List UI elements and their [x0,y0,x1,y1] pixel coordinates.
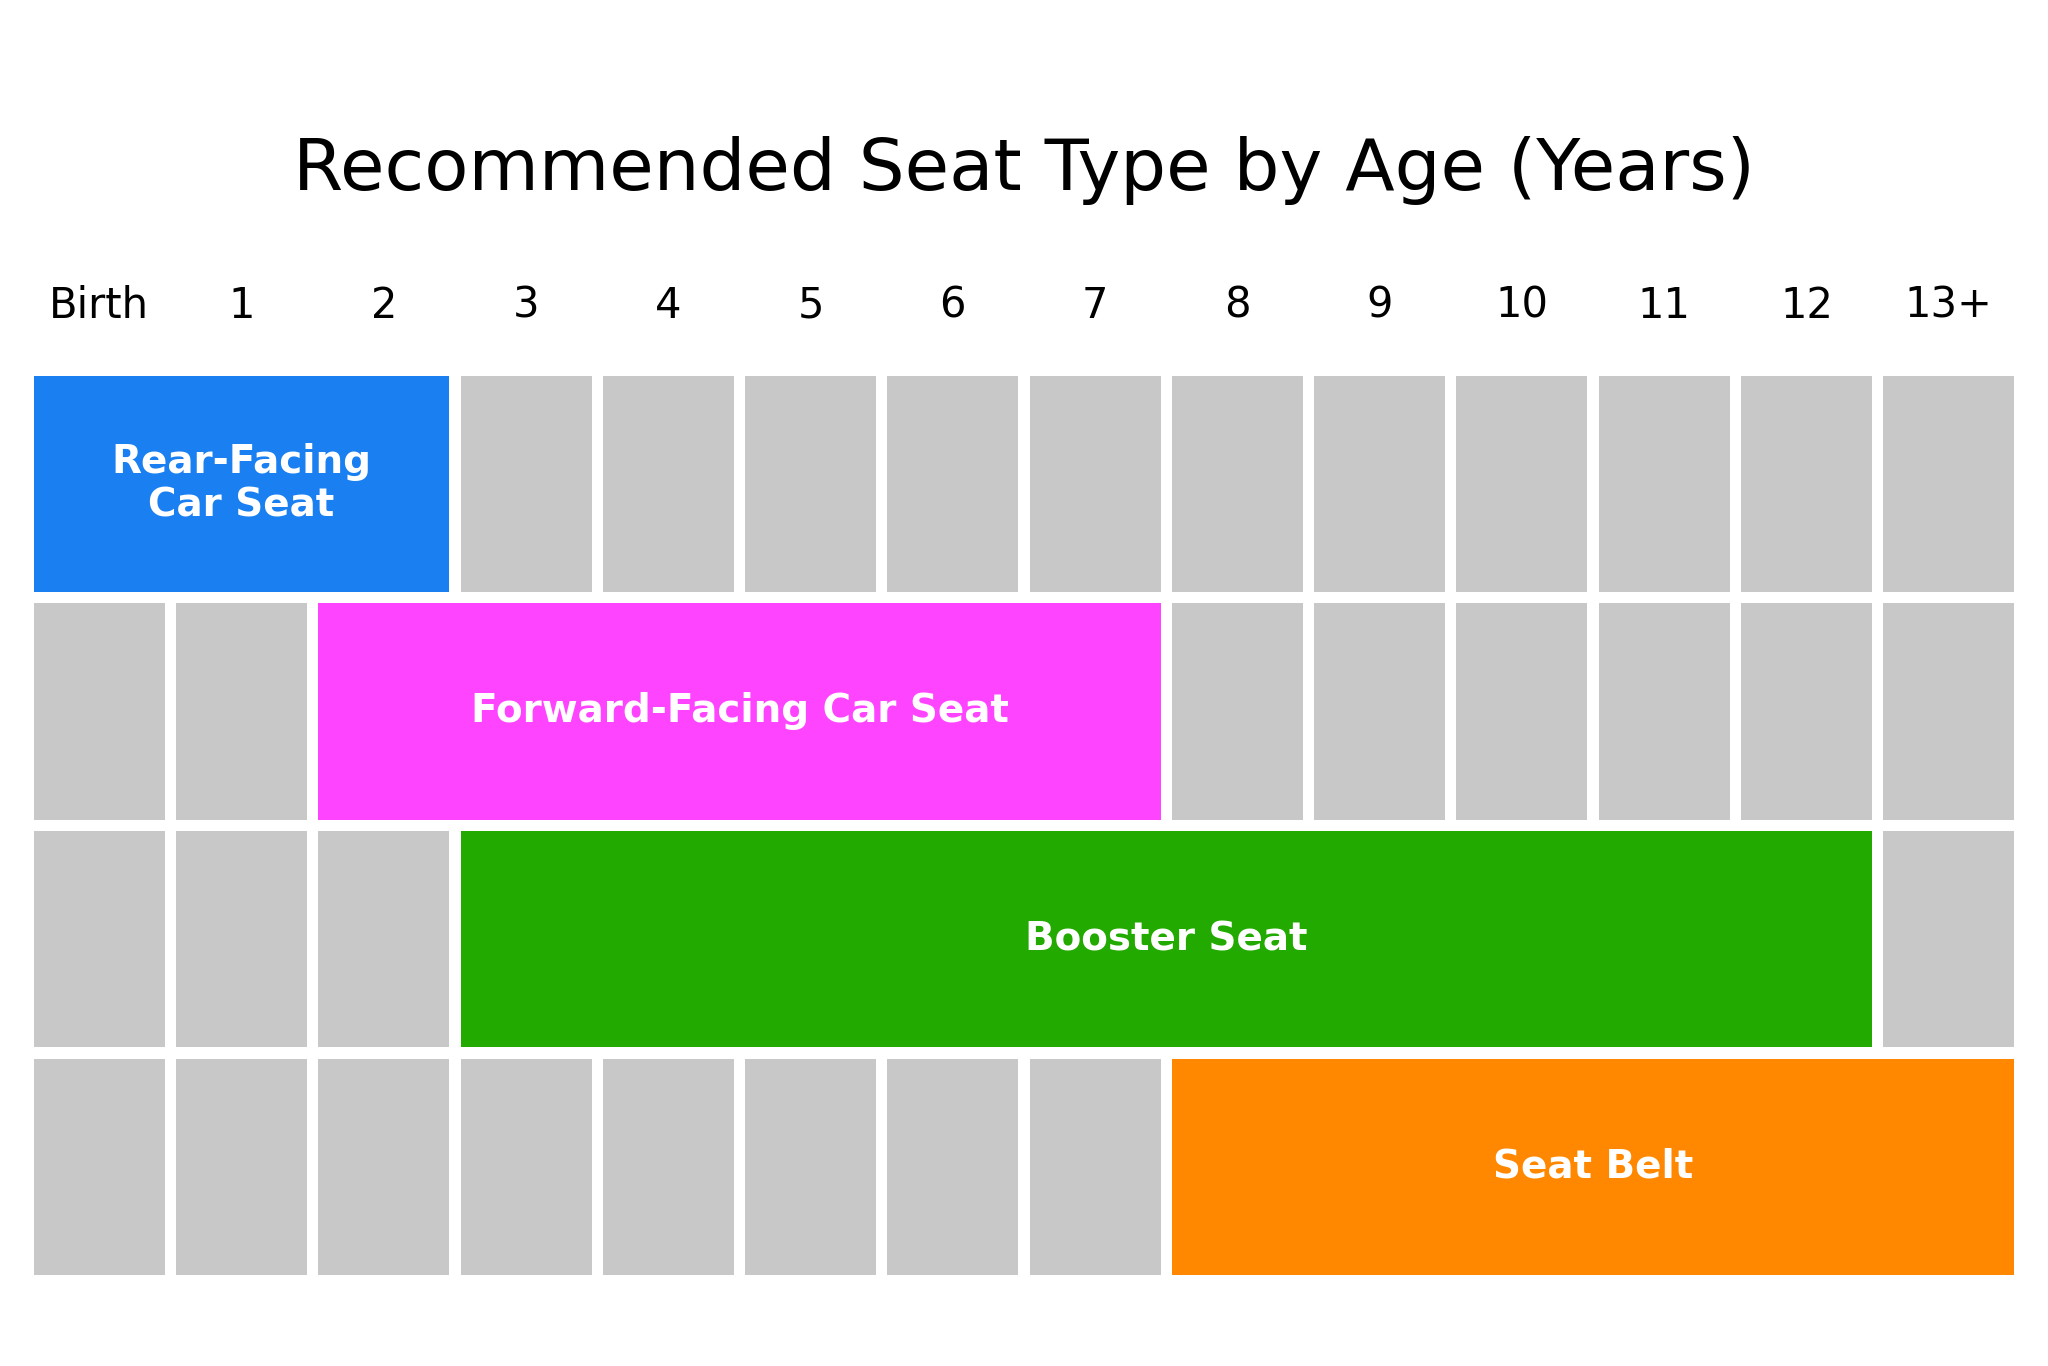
Bar [1599,376,1731,591]
Text: 4: 4 [655,285,682,326]
Bar [1171,1059,2013,1274]
Text: Forward-Facing Car Seat: Forward-Facing Car Seat [471,693,1008,731]
Bar [1171,604,1303,820]
Text: 8: 8 [1225,285,1251,326]
Text: Recommended Seat Type by Age (Years): Recommended Seat Type by Age (Years) [293,137,1755,205]
Bar [1456,376,1587,591]
Bar [461,1059,592,1274]
Bar [887,1059,1018,1274]
Bar [1315,604,1446,820]
Text: 2: 2 [371,285,397,326]
Bar [317,1059,449,1274]
Bar [1315,376,1446,591]
Bar [176,604,307,820]
Bar [35,1059,164,1274]
Text: 9: 9 [1366,285,1393,326]
Text: 6: 6 [940,285,967,326]
Text: 10: 10 [1495,285,1548,326]
Bar [317,604,1161,820]
Bar [1884,604,2013,820]
Bar [602,376,733,591]
Text: Rear-Facing
Car Seat: Rear-Facing Car Seat [111,443,371,525]
Bar [1884,376,2013,591]
Bar [1030,1059,1161,1274]
Bar [1884,831,2013,1048]
Bar [602,1059,733,1274]
Text: Seat Belt: Seat Belt [1493,1147,1694,1186]
Text: 5: 5 [797,285,823,326]
Bar [317,831,449,1048]
Text: 13+: 13+ [1905,285,1993,326]
Text: 1: 1 [227,285,254,326]
Bar [745,376,877,591]
Bar [35,376,449,591]
Text: 11: 11 [1638,285,1692,326]
Bar [35,604,164,820]
Bar [176,831,307,1048]
Text: 7: 7 [1081,285,1108,326]
Bar [1171,376,1303,591]
Bar [887,376,1018,591]
Bar [1456,604,1587,820]
Text: Birth: Birth [49,285,150,326]
Bar [461,831,1872,1048]
Bar [745,1059,877,1274]
Bar [1599,604,1731,820]
Bar [461,376,592,591]
Bar [1030,376,1161,591]
Bar [35,831,164,1048]
Text: 12: 12 [1780,285,1833,326]
Bar [1741,376,1872,591]
Bar [1741,604,1872,820]
Text: Booster Seat: Booster Seat [1024,921,1307,958]
Bar [176,1059,307,1274]
Text: 3: 3 [512,285,539,326]
